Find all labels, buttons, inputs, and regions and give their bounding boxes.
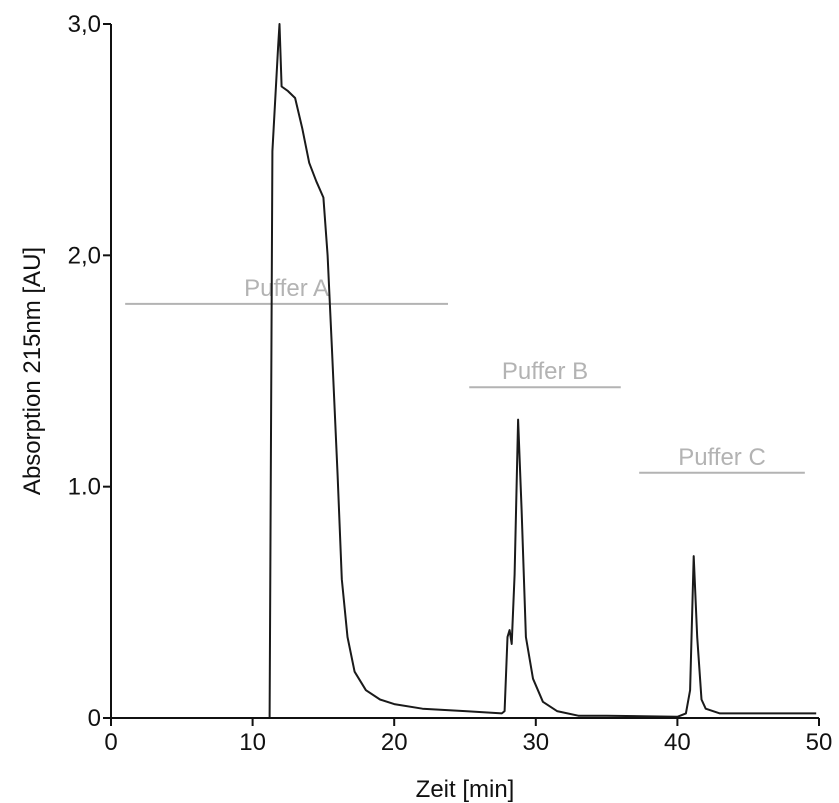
absorption-trace [111, 23, 817, 719]
x-ticks: 0 10 20 30 40 50 [104, 718, 832, 756]
x-tick-label: 20 [381, 729, 408, 756]
series-layer [111, 23, 817, 719]
buffer-annotations: Puffer A Puffer B Puffer C [125, 275, 805, 474]
buffer-label: Puffer A [244, 275, 329, 302]
buffer-label: Puffer B [502, 358, 588, 385]
buffer-label: Puffer C [678, 444, 766, 471]
x-tick-label: 10 [239, 729, 266, 756]
y-tick-label: 1.0 [68, 474, 101, 501]
x-tick-label: 50 [806, 729, 833, 756]
y-axis-title: Absorption 215nm [AU] [19, 247, 46, 495]
y-ticks: 0 1.0 2,0 3,0 [68, 11, 111, 732]
x-tick-label: 40 [664, 729, 691, 756]
x-tick-label: 0 [104, 729, 117, 756]
x-axis-title: Zeit [min] [416, 776, 515, 803]
x-tick-label: 30 [522, 729, 549, 756]
y-tick-label: 2,0 [68, 242, 101, 269]
axes [110, 24, 819, 719]
y-tick-label: 3,0 [68, 11, 101, 38]
y-tick-label: 0 [88, 705, 101, 732]
